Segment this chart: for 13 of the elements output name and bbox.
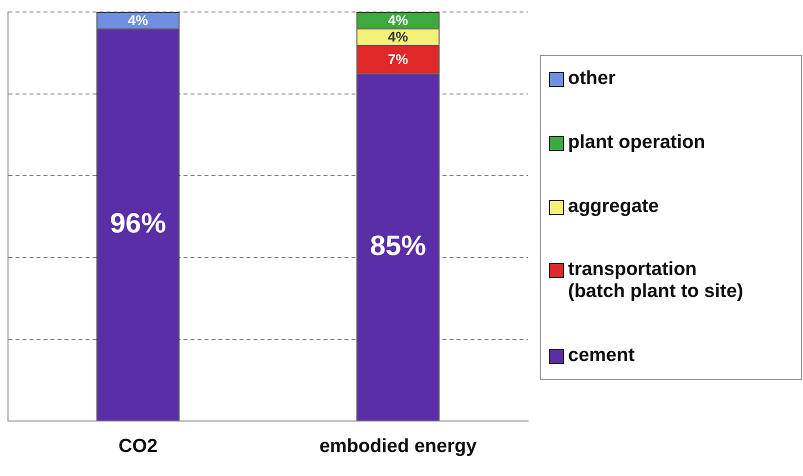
legend-label: aggregate — [568, 196, 659, 218]
data-label: 7% — [388, 50, 409, 67]
data-label: 4% — [128, 12, 149, 28]
data-label: 85% — [370, 230, 426, 261]
legend-label: plant operation — [568, 132, 706, 154]
x-tick-label: CO2 — [118, 436, 158, 457]
data-label: 96% — [110, 207, 166, 238]
data-label: 4% — [388, 28, 409, 44]
legend-label: transportation (batch plant to site) — [568, 259, 744, 304]
data-label: 4% — [388, 12, 409, 28]
legend-label: cement — [568, 345, 635, 367]
legend-label: other — [568, 68, 616, 90]
x-tick-label: embodied energy — [319, 436, 478, 457]
